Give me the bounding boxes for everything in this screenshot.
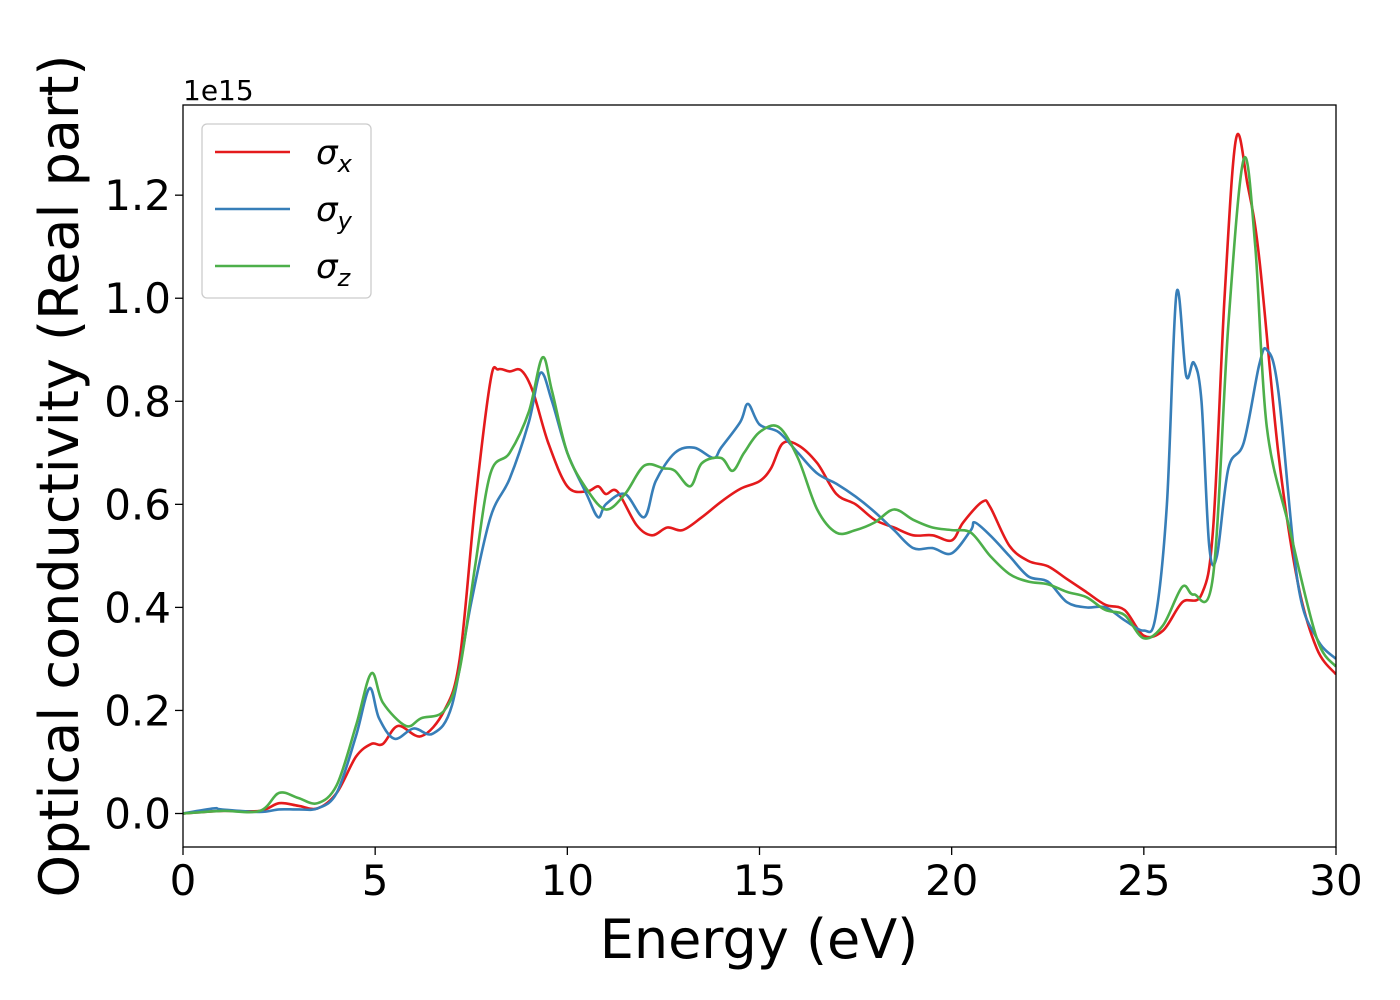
- legend-label-y: σy: [316, 190, 353, 235]
- y-tick-label: 0.6: [104, 480, 171, 529]
- x-tick-label: 15: [733, 856, 786, 905]
- x-axis-label: Energy (eV): [600, 908, 919, 971]
- x-tick-label: 10: [541, 856, 594, 905]
- x-axis: 0 5 10 15 20 25 30: [170, 847, 1363, 905]
- x-tick-label: 30: [1309, 856, 1362, 905]
- x-tick-label: 5: [362, 856, 389, 905]
- x-tick-label: 20: [925, 856, 978, 905]
- y-tick-label: 0.0: [104, 790, 171, 839]
- series-layer: [183, 132, 1336, 815]
- y-axis: 0.0 0.2 0.4 0.6 0.8 1.0 1.2: [104, 171, 183, 839]
- y-tick-label: 1.2: [104, 171, 171, 220]
- legend-label-x: σx: [316, 133, 353, 178]
- y-tick-label: 1.0: [104, 274, 171, 323]
- y-tick-label: 0.8: [104, 377, 171, 426]
- series-line-y: [183, 288, 1336, 815]
- x-tick-label: 0: [170, 856, 197, 905]
- y-offset-label: 1e15: [183, 74, 254, 107]
- y-axis-label: Optical conductivity (Real part): [28, 55, 91, 898]
- x-tick-label: 25: [1117, 856, 1170, 905]
- y-tick-label: 0.2: [104, 686, 171, 735]
- legend: σx σy σz: [201, 123, 372, 299]
- y-tick-label: 0.4: [104, 583, 171, 632]
- series-line-z: [183, 155, 1336, 815]
- series-line-x: [183, 132, 1336, 815]
- legend-box: [201, 123, 372, 299]
- legend-label-z: σz: [316, 247, 352, 292]
